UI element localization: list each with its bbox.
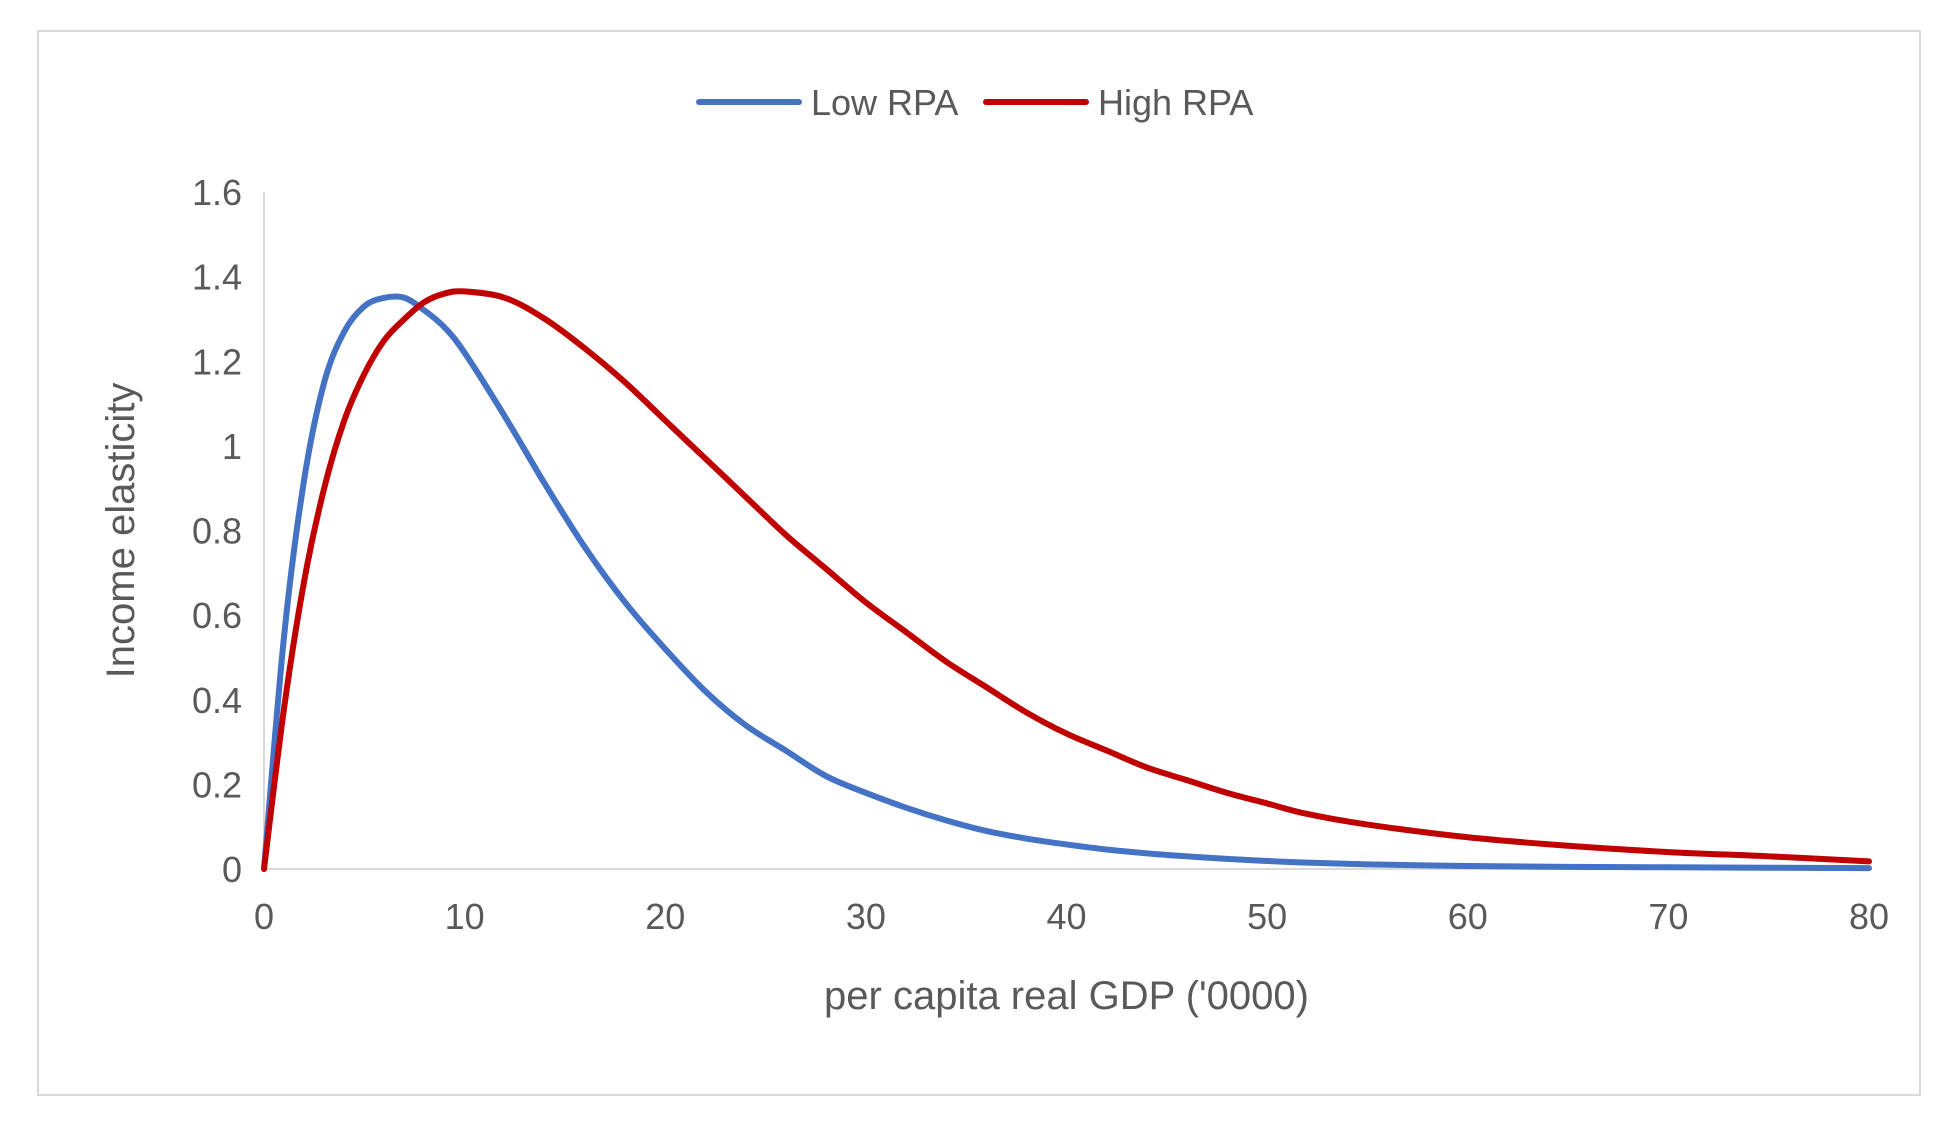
series-line-high-rpa bbox=[261, 288, 1872, 872]
chart-svg: Low RPA High RPA 00.20.40.60.811.21.41.6 … bbox=[99, 82, 1889, 1018]
x-tick-label: 30 bbox=[846, 896, 886, 937]
legend-label-low-rpa: Low RPA bbox=[811, 82, 958, 123]
legend: Low RPA High RPA bbox=[696, 82, 1253, 123]
y-tick-label: 1 bbox=[222, 426, 242, 467]
y-tick-label: 0.8 bbox=[192, 511, 242, 552]
x-axis-ticks: 0 10 20 30 40 50 60 70 80 bbox=[254, 896, 1889, 937]
y-tick-label: 0.2 bbox=[192, 764, 242, 805]
y-axis-title: Income elasticity bbox=[99, 383, 143, 679]
legend-label-high-rpa: High RPA bbox=[1098, 82, 1253, 123]
x-tick-label: 0 bbox=[254, 896, 274, 937]
y-axis-ticks: 0 0.2 0.4 0.6 0.8 1 1.2 1.4 1.6 bbox=[192, 172, 242, 890]
x-tick-label: 80 bbox=[1849, 896, 1889, 937]
y-tick-label: 1.4 bbox=[192, 257, 242, 298]
x-tick-label: 20 bbox=[645, 896, 685, 937]
x-axis-title: per capita real GDP ('0000) bbox=[824, 974, 1309, 1018]
y-tick-label: 1.2 bbox=[192, 341, 242, 382]
y-tick-label: 0.4 bbox=[192, 680, 242, 721]
x-tick-label: 70 bbox=[1648, 896, 1688, 937]
x-tick-label: 60 bbox=[1448, 896, 1488, 937]
x-tick-label: 10 bbox=[445, 896, 485, 937]
y-tick-label: 0 bbox=[222, 849, 242, 890]
series-group bbox=[261, 288, 1872, 872]
y-tick-label: 1.6 bbox=[192, 172, 242, 213]
chart-frame: Low RPA High RPA 0 0.2 0.4 0.6 0.8 1 1.2 1.4 1.6 … bbox=[37, 30, 1921, 1096]
y-tick-label: 0.6 bbox=[192, 595, 242, 636]
x-tick-label: 50 bbox=[1247, 896, 1287, 937]
series-line-low-rpa bbox=[261, 293, 1872, 872]
x-tick-label: 40 bbox=[1046, 896, 1086, 937]
